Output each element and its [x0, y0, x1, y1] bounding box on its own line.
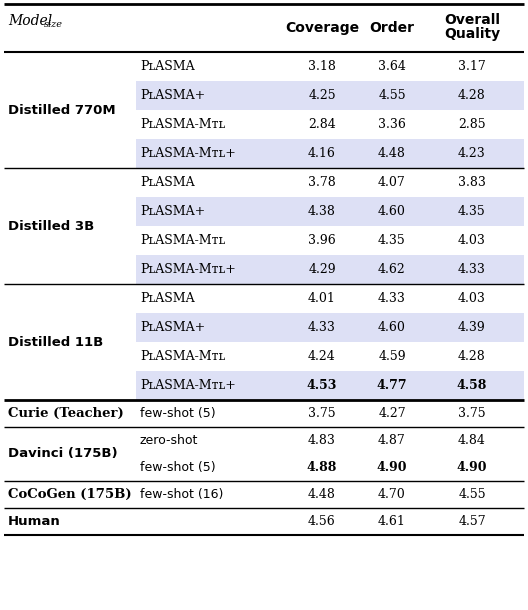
Text: zero-shot: zero-shot [140, 434, 199, 447]
Text: 4.28: 4.28 [458, 350, 486, 363]
Text: 4.55: 4.55 [458, 488, 486, 501]
Text: 4.84: 4.84 [458, 434, 486, 447]
Text: 3.18: 3.18 [308, 60, 336, 73]
Bar [136, 197, 524, 226]
Bar [136, 313, 524, 342]
Text: 4.70: 4.70 [378, 488, 406, 501]
Text: 4.77: 4.77 [376, 379, 407, 392]
Text: Distilled 770M: Distilled 770M [8, 104, 116, 117]
Text: 4.57: 4.57 [458, 515, 486, 528]
Text: 4.39: 4.39 [458, 321, 486, 334]
Text: 4.58: 4.58 [457, 379, 487, 392]
Text: 4.55: 4.55 [378, 89, 406, 102]
Text: 4.33: 4.33 [458, 263, 486, 276]
Text: 4.27: 4.27 [378, 407, 406, 420]
Text: 4.24: 4.24 [308, 350, 336, 363]
Text: Model: Model [8, 14, 52, 28]
Text: 2.84: 2.84 [308, 118, 336, 131]
Text: 4.28: 4.28 [458, 89, 486, 102]
Text: 4.16: 4.16 [308, 147, 336, 160]
Text: 4.29: 4.29 [308, 263, 336, 276]
Text: 3.75: 3.75 [458, 407, 486, 420]
Text: 4.48: 4.48 [308, 488, 336, 501]
Text: 4.03: 4.03 [458, 234, 486, 247]
Text: size: size [44, 20, 63, 29]
Bar [136, 255, 524, 284]
Text: 4.38: 4.38 [308, 205, 336, 218]
Text: 3.83: 3.83 [458, 176, 486, 189]
Text: Coverage: Coverage [285, 21, 359, 35]
Text: few-shot (16): few-shot (16) [140, 488, 223, 501]
Text: PʟASMA: PʟASMA [140, 292, 195, 305]
Text: CoCoGen (175B): CoCoGen (175B) [8, 488, 131, 501]
Text: 4.25: 4.25 [308, 89, 336, 102]
Text: 4.33: 4.33 [308, 321, 336, 334]
Text: 3.36: 3.36 [378, 118, 406, 131]
Text: PʟASMA: PʟASMA [140, 60, 195, 73]
Text: PʟASMA-Mᴛʟ+: PʟASMA-Mᴛʟ+ [140, 263, 236, 276]
Text: PʟASMA-Mᴛʟ+: PʟASMA-Mᴛʟ+ [140, 379, 236, 392]
Text: 4.87: 4.87 [378, 434, 406, 447]
Text: Overall: Overall [444, 13, 500, 27]
Text: few-shot (5): few-shot (5) [140, 407, 215, 420]
Text: 3.78: 3.78 [308, 176, 336, 189]
Text: PʟASMA+: PʟASMA+ [140, 321, 205, 334]
Text: 4.48: 4.48 [378, 147, 406, 160]
Text: Distilled 3B: Distilled 3B [8, 220, 95, 232]
Bar [136, 139, 524, 168]
Text: Davinci (175B): Davinci (175B) [8, 448, 118, 461]
Text: 4.60: 4.60 [378, 321, 406, 334]
Text: 4.07: 4.07 [378, 176, 406, 189]
Text: PʟASMA-Mᴛʟ: PʟASMA-Mᴛʟ [140, 350, 225, 363]
Text: 4.61: 4.61 [378, 515, 406, 528]
Text: Human: Human [8, 515, 61, 528]
Text: 2.85: 2.85 [458, 118, 486, 131]
Text: PʟASMA-Mᴛʟ: PʟASMA-Mᴛʟ [140, 234, 225, 247]
Text: 4.35: 4.35 [458, 205, 486, 218]
Text: PʟASMA+: PʟASMA+ [140, 205, 205, 218]
Text: Distilled 11B: Distilled 11B [8, 336, 103, 348]
Text: 4.23: 4.23 [458, 147, 486, 160]
Text: 4.01: 4.01 [308, 292, 336, 305]
Bar [136, 371, 524, 400]
Text: 4.88: 4.88 [307, 461, 337, 474]
Text: 4.33: 4.33 [378, 292, 406, 305]
Text: Curie (Teacher): Curie (Teacher) [8, 407, 124, 420]
Text: 3.64: 3.64 [378, 60, 406, 73]
Text: 4.56: 4.56 [308, 515, 336, 528]
Text: 3.96: 3.96 [308, 234, 336, 247]
Text: 4.90: 4.90 [377, 461, 407, 474]
Bar [136, 81, 524, 110]
Text: 3.17: 3.17 [458, 60, 486, 73]
Text: 4.35: 4.35 [378, 234, 406, 247]
Text: 4.53: 4.53 [307, 379, 337, 392]
Text: 4.90: 4.90 [457, 461, 487, 474]
Text: few-shot (5): few-shot (5) [140, 461, 215, 474]
Text: 4.83: 4.83 [308, 434, 336, 447]
Text: 4.60: 4.60 [378, 205, 406, 218]
Text: 4.62: 4.62 [378, 263, 406, 276]
Text: PʟASMA: PʟASMA [140, 176, 195, 189]
Text: 3.75: 3.75 [308, 407, 336, 420]
Text: PʟASMA+: PʟASMA+ [140, 89, 205, 102]
Text: PʟASMA-Mᴛʟ+: PʟASMA-Mᴛʟ+ [140, 147, 236, 160]
Text: 4.03: 4.03 [458, 292, 486, 305]
Text: Order: Order [370, 21, 414, 35]
Text: PʟASMA-Mᴛʟ: PʟASMA-Mᴛʟ [140, 118, 225, 131]
Text: Quality: Quality [444, 27, 500, 41]
Text: 4.59: 4.59 [378, 350, 406, 363]
